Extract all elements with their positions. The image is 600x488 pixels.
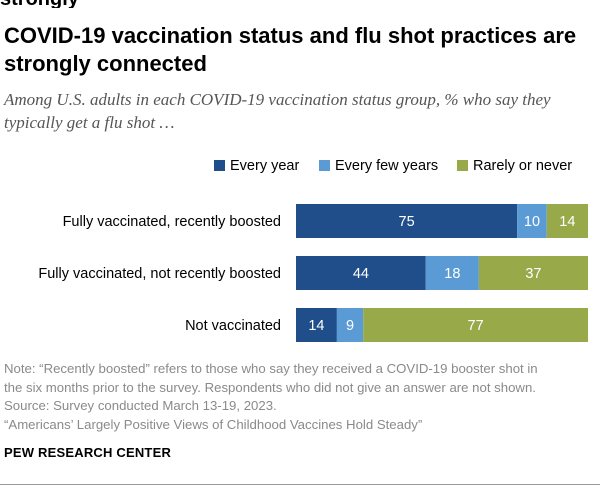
chart-title: COVID-19 vaccination status and flu shot… xyxy=(4,23,577,76)
category-label: Fully vaccinated, not recently boosted xyxy=(38,266,281,282)
bar-segment xyxy=(296,204,518,238)
bar-segment xyxy=(296,308,337,342)
legend-swatch xyxy=(319,160,330,171)
bar-segment xyxy=(478,256,588,290)
note-line: the six months prior to the survey. Resp… xyxy=(4,379,536,395)
report-title-line: “Americans’ Largely Positive Views of Ch… xyxy=(4,416,423,432)
bar-segment xyxy=(425,256,479,290)
category-label: Not vaccinated xyxy=(185,318,281,334)
data-label: 77 xyxy=(468,318,484,334)
data-label: 44 xyxy=(353,266,369,282)
bottom-divider xyxy=(0,484,600,485)
legend-swatch xyxy=(457,160,468,171)
bar-segment xyxy=(363,308,588,342)
cropped-header-fragment: strongly xyxy=(0,0,600,8)
stacked-bar-chart: Every year Every few years Rarely or never… xyxy=(38,158,588,342)
chart-notes: Note: “Recently boosted” refers to those… xyxy=(4,360,596,434)
data-label: 37 xyxy=(525,266,541,282)
bar-segment xyxy=(517,204,547,238)
note-line: Note: “Recently boosted” refers to those… xyxy=(4,361,538,376)
data-label: 9 xyxy=(346,318,354,334)
source-line: Source: Survey conducted March 13-19, 20… xyxy=(4,398,277,413)
data-label: 14 xyxy=(559,214,575,230)
brand-name: PEW RESEARCH CENTER xyxy=(4,445,172,460)
legend-label: Every few years xyxy=(335,158,438,174)
legend-label: Every year xyxy=(230,158,299,174)
bar-segment xyxy=(336,308,364,342)
bar-segment xyxy=(546,204,588,238)
legend-swatch xyxy=(214,160,225,171)
data-label: 75 xyxy=(399,214,415,230)
data-label: 10 xyxy=(524,214,540,230)
chart-subtitle: Among U.S. adults in each COVID-19 vacci… xyxy=(4,90,551,132)
data-label: 18 xyxy=(444,266,460,282)
bar-segment xyxy=(296,256,426,290)
data-label: 14 xyxy=(308,318,324,334)
category-label: Fully vaccinated, recently boosted xyxy=(63,214,281,230)
legend-label: Rarely or never xyxy=(473,158,572,174)
